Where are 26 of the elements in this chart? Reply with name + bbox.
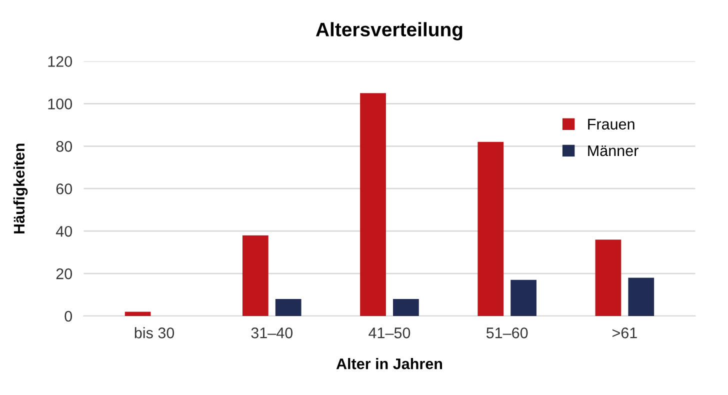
bar xyxy=(275,299,302,316)
x-tick-label: bis 30 xyxy=(134,327,174,338)
chart-title: Altersverteilung xyxy=(316,22,462,40)
x-tick-label: >61 xyxy=(612,328,637,338)
bar xyxy=(628,278,654,316)
x-tick-label: 41–50 xyxy=(368,328,410,338)
legend-label: Frauen xyxy=(588,118,634,130)
y-tick-label: 80 xyxy=(56,141,72,152)
bar xyxy=(595,240,622,316)
bar xyxy=(393,299,419,316)
y-tick-label: 120 xyxy=(48,56,72,67)
x-tick-label: 31–40 xyxy=(251,328,293,338)
y-tick-label: 40 xyxy=(56,226,72,237)
bar xyxy=(242,235,268,316)
y-tick-label: 100 xyxy=(48,98,72,110)
y-tick-label: 0 xyxy=(64,310,72,322)
y-tick-label: 20 xyxy=(56,268,72,280)
bar xyxy=(124,312,151,316)
bar xyxy=(360,93,386,316)
x-tick-label: 51–60 xyxy=(486,328,528,338)
legend-label: Männer xyxy=(588,145,638,156)
bar xyxy=(478,142,504,316)
bar xyxy=(510,280,536,316)
y-tick-label: 60 xyxy=(56,183,72,194)
y-axis-title: Häufigkeiten xyxy=(13,144,28,234)
x-axis-title: Alter in Jahren xyxy=(336,358,442,370)
